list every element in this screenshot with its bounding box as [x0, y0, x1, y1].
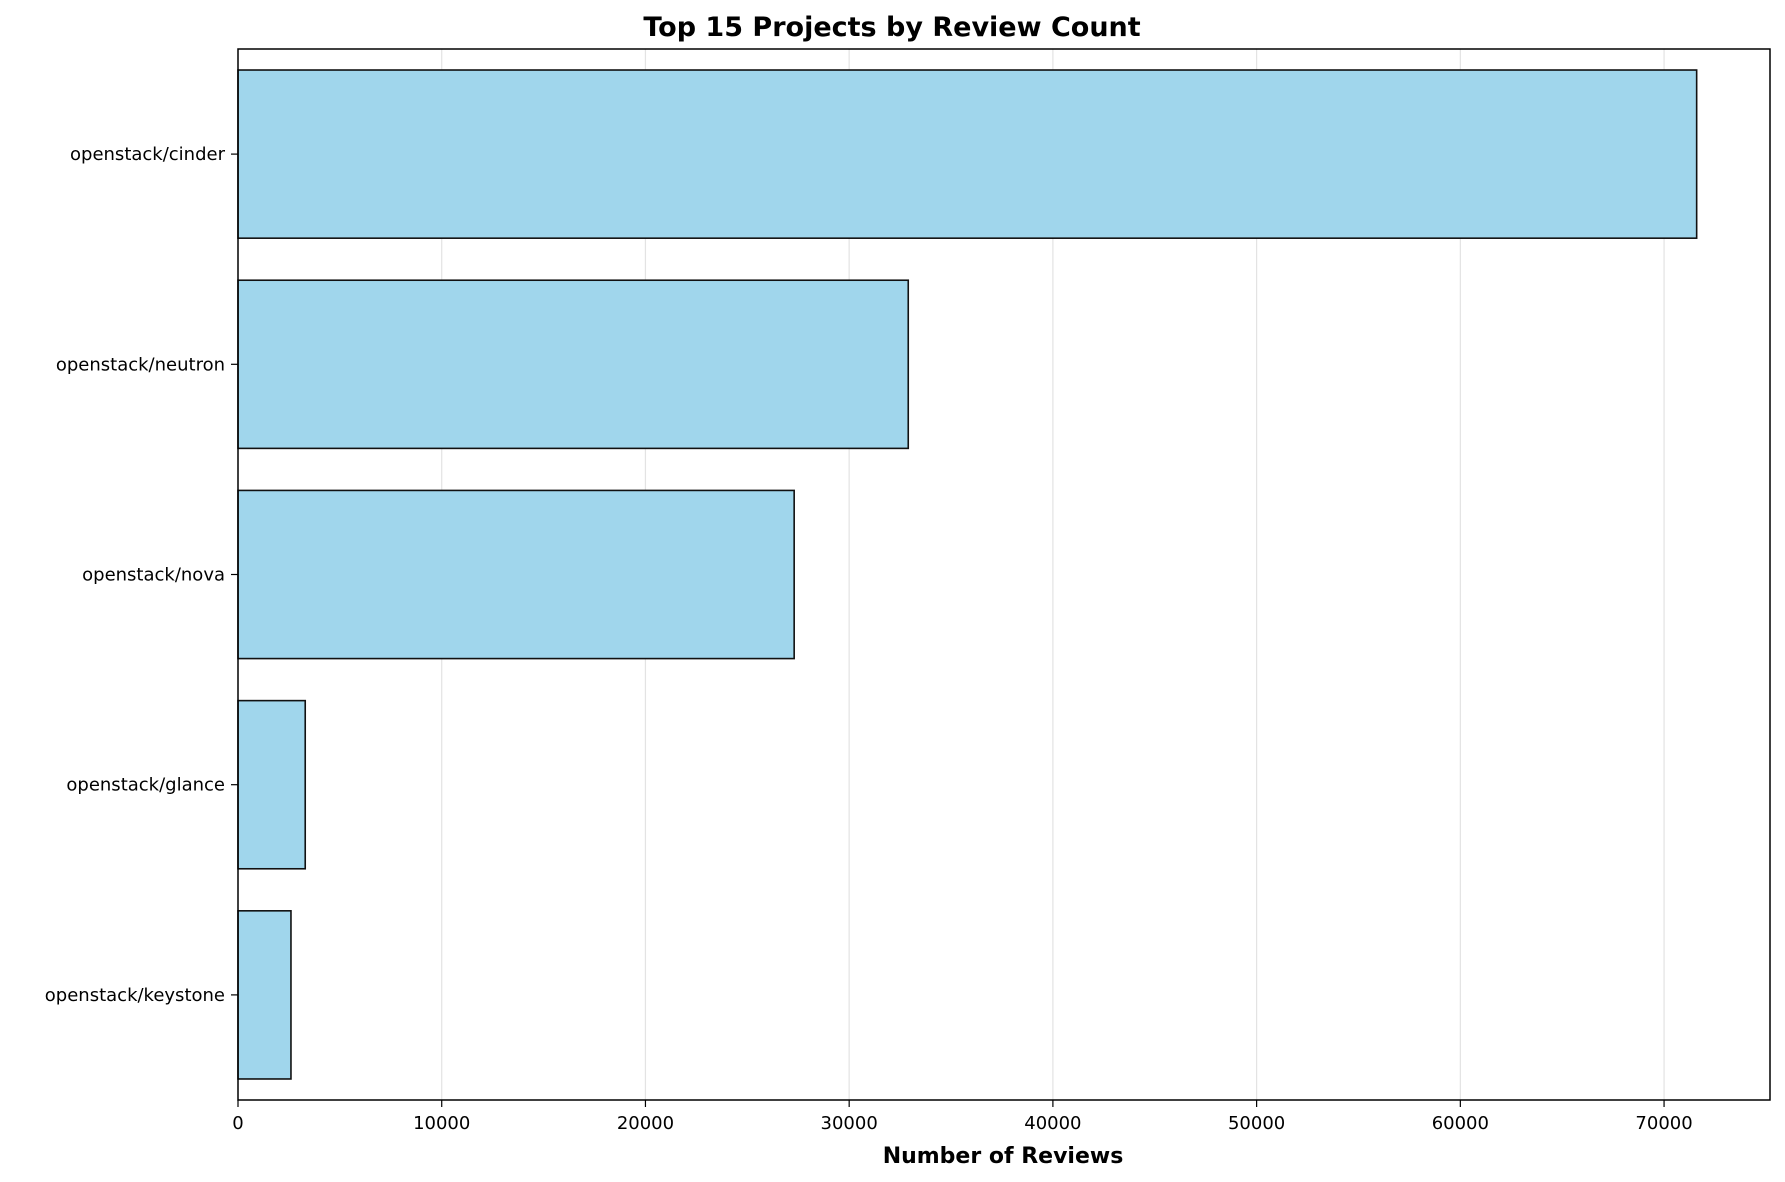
- bar-openstack-cinder: [237, 69, 1698, 239]
- bar-openstack-neutron: [237, 279, 910, 450]
- bar-openstack-keystone: [237, 910, 292, 1080]
- x-tick-label: 50000: [1228, 1113, 1285, 1134]
- x-tick-label: 60000: [1432, 1113, 1489, 1134]
- x-tick-label: 70000: [1635, 1113, 1692, 1134]
- x-axis-label: Number of Reviews: [883, 1144, 1124, 1169]
- y-category-label: openstack/neutron: [56, 354, 225, 375]
- y-category-label: openstack/cinder: [70, 144, 226, 165]
- bars: [237, 69, 1698, 1080]
- y-category-label: openstack/nova: [82, 565, 225, 586]
- x-tick-label: 20000: [617, 1113, 674, 1134]
- y-axis-ticks: openstack/cinder openstack/neutron opensta…: [45, 144, 238, 1006]
- x-axis-ticks: 0 10000 20000 30000 40000 50000 60000 70000: [232, 1100, 1693, 1134]
- bar-openstack-nova: [237, 489, 795, 660]
- x-tick-label: 10000: [413, 1113, 470, 1134]
- x-tick-label: 30000: [821, 1113, 878, 1134]
- bar-openstack-glance: [237, 699, 307, 870]
- chart-title: Top 15 Projects by Review Count: [643, 12, 1140, 43]
- y-category-label: openstack/glance: [66, 775, 225, 796]
- y-category-label: openstack/keystone: [45, 985, 225, 1006]
- x-tick-label: 0: [232, 1113, 243, 1134]
- x-tick-label: 40000: [1024, 1113, 1081, 1134]
